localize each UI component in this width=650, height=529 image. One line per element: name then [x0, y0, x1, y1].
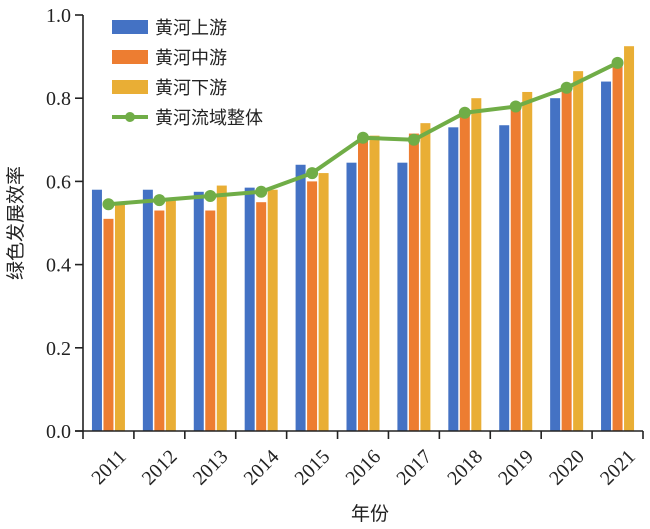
overall-point-2013 — [204, 189, 217, 202]
x-tick-label: 2011 — [87, 446, 130, 489]
bar-lower-2014 — [267, 189, 278, 431]
bar-upper-2019 — [499, 125, 510, 432]
x-ticks: 2011 2012 2013 2014 2015 2016 2017 2018 2019 2020… — [82, 431, 644, 490]
overall-point-2021 — [611, 56, 624, 69]
bar-lower-2012 — [165, 198, 176, 431]
bar-lower-2015 — [318, 173, 329, 431]
overall-point-2012 — [153, 194, 166, 207]
bar-upper-2012 — [142, 189, 153, 431]
overall-point-2019 — [509, 100, 522, 113]
y-tick-label: 0.8 — [46, 88, 71, 110]
legend-label: 黄河下游 — [155, 78, 227, 99]
bar-lower-2011 — [114, 202, 125, 431]
x-tick-label: 2020 — [545, 446, 589, 490]
legend-swatch — [112, 80, 148, 94]
bar-upper-2020 — [550, 98, 561, 431]
bar-lower-2019 — [522, 91, 533, 432]
bar-middle-2011 — [103, 218, 114, 431]
bar-middle-2014 — [256, 202, 267, 431]
x-tick-label: 2019 — [494, 446, 538, 490]
bar-middle-2017 — [408, 133, 419, 431]
bar-middle-2015 — [307, 181, 318, 431]
overall-point-2014 — [255, 185, 268, 198]
bar-upper-2011 — [91, 189, 102, 431]
bar-upper-2013 — [193, 191, 204, 431]
legend-marker — [125, 112, 135, 122]
bar-upper-2021 — [601, 81, 612, 431]
axes — [75, 15, 643, 432]
overall-point-2011 — [102, 198, 115, 211]
overall-point-2015 — [306, 167, 319, 180]
x-tick-label: 2013 — [189, 446, 233, 490]
bar-upper-2015 — [295, 164, 306, 431]
bars-layer — [91, 46, 635, 432]
bar-upper-2016 — [346, 162, 357, 431]
bar-upper-2014 — [244, 187, 255, 431]
x-tick-label: 2012 — [138, 446, 182, 490]
y-tick-label: 0.6 — [46, 171, 71, 193]
x-tick-label: 2014 — [240, 446, 284, 490]
bar-lower-2020 — [573, 71, 584, 431]
y-tick-label: 1.0 — [46, 5, 71, 27]
bar-middle-2012 — [154, 210, 165, 431]
bar-upper-2017 — [397, 162, 408, 431]
line-layer — [102, 56, 624, 211]
bar-lower-2016 — [369, 135, 380, 431]
y-tick-label: 0.2 — [46, 338, 71, 360]
bar-middle-2013 — [205, 210, 216, 431]
legend-swatch — [112, 50, 148, 64]
x-tick-label: 2016 — [341, 446, 385, 490]
x-tick-label: 2021 — [596, 446, 640, 490]
y-tick-label: 0.0 — [46, 421, 71, 443]
bar-lower-2013 — [216, 185, 227, 431]
x-axis-title: 年份 — [351, 503, 389, 525]
bar-middle-2020 — [561, 85, 572, 431]
x-tick-label: 2018 — [443, 446, 487, 490]
x-tick-label: 2017 — [392, 446, 436, 490]
y-tick-label: 0.4 — [46, 255, 71, 277]
y-axis-title: 绿色发展效率 — [5, 166, 27, 280]
legend-swatch — [112, 20, 148, 34]
x-tick-label: 2015 — [291, 446, 335, 490]
overall-point-2020 — [560, 81, 573, 94]
bar-middle-2018 — [459, 110, 470, 432]
overall-point-2017 — [407, 133, 420, 146]
bar-lower-2021 — [624, 46, 635, 431]
legend-label: 黄河中游 — [155, 48, 227, 69]
legend-label: 黄河上游 — [155, 18, 227, 39]
legend-label: 黄河流域整体 — [155, 108, 263, 129]
y-ticks: 0.0 0.2 0.4 0.6 0.8 1.0 — [46, 5, 83, 443]
bar-upper-2018 — [448, 127, 459, 431]
overall-point-2016 — [357, 131, 369, 144]
bar-middle-2016 — [358, 135, 368, 431]
bar-middle-2019 — [510, 106, 521, 432]
bar-lower-2018 — [471, 98, 482, 431]
overall-point-2018 — [458, 106, 471, 119]
bar-lower-2017 — [420, 123, 431, 431]
bar-middle-2021 — [612, 64, 623, 432]
